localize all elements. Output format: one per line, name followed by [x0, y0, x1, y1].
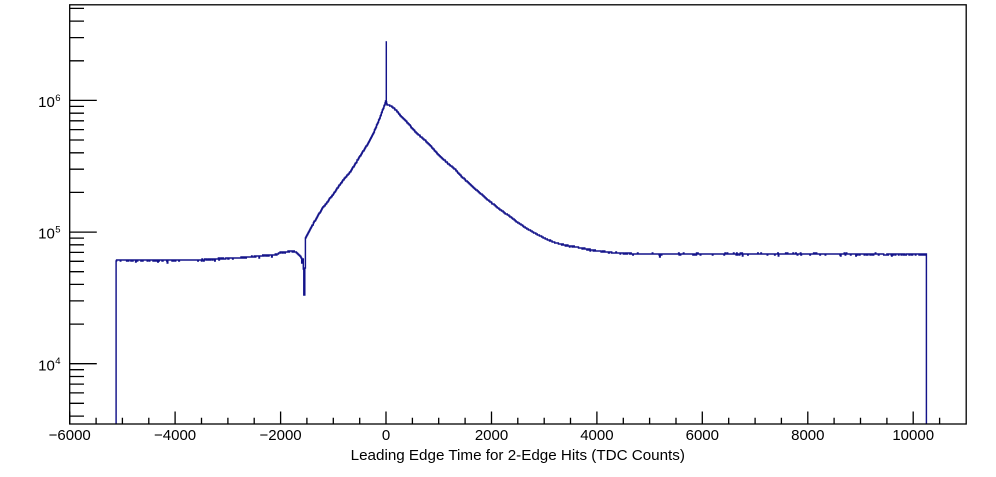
- svg-text:5: 5: [55, 225, 60, 236]
- svg-text:0: 0: [382, 427, 390, 444]
- svg-text:10000: 10000: [892, 427, 934, 444]
- svg-text:2000: 2000: [475, 427, 508, 444]
- svg-text:10: 10: [38, 226, 55, 243]
- svg-text:8000: 8000: [791, 427, 824, 444]
- svg-text:4000: 4000: [580, 427, 613, 444]
- svg-text:−6000: −6000: [49, 427, 91, 444]
- svg-text:10: 10: [38, 94, 55, 111]
- svg-text:4: 4: [55, 356, 60, 367]
- svg-text:6: 6: [55, 93, 60, 104]
- svg-text:6000: 6000: [686, 427, 719, 444]
- svg-text:10: 10: [38, 357, 55, 374]
- svg-text:−2000: −2000: [260, 427, 302, 444]
- svg-text:−4000: −4000: [154, 427, 196, 444]
- svg-text:Leading Edge Time for 2-Edge H: Leading Edge Time for 2-Edge Hits (TDC C…: [351, 447, 685, 464]
